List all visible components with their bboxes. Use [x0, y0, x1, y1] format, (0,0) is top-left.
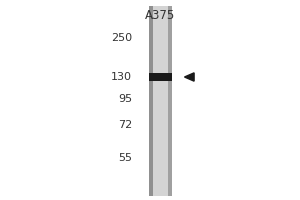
- Text: 250: 250: [111, 33, 132, 43]
- Bar: [153, 6, 168, 196]
- Text: 72: 72: [118, 120, 132, 130]
- Bar: [149, 6, 153, 196]
- Text: A375: A375: [146, 9, 176, 22]
- Text: 95: 95: [118, 94, 132, 104]
- Text: 55: 55: [118, 153, 132, 163]
- Bar: [149, 73, 172, 81]
- Bar: [168, 6, 172, 196]
- Polygon shape: [184, 73, 194, 81]
- Text: 130: 130: [111, 72, 132, 82]
